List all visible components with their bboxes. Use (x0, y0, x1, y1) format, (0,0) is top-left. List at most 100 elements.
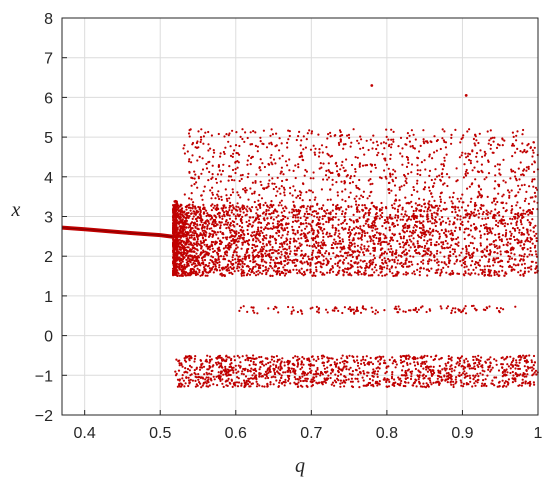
data-point (198, 177, 200, 179)
data-point (193, 215, 195, 217)
data-point (298, 131, 300, 133)
data-point (403, 174, 405, 176)
data-point (519, 362, 521, 364)
data-point (187, 217, 189, 219)
data-point (235, 369, 237, 371)
data-point (412, 256, 414, 258)
data-point (525, 375, 527, 377)
data-point (362, 377, 364, 379)
data-point (494, 180, 496, 182)
data-point (392, 275, 394, 277)
data-point (233, 213, 235, 215)
data-point (211, 245, 213, 247)
data-point (488, 258, 490, 260)
data-point (505, 273, 507, 275)
data-point (188, 132, 190, 134)
data-point (383, 222, 385, 224)
data-point (235, 365, 237, 367)
data-point (322, 239, 324, 241)
data-point (458, 200, 460, 202)
data-point (388, 192, 390, 194)
data-point (410, 378, 412, 380)
data-point (393, 203, 395, 205)
data-point (392, 139, 394, 141)
data-point (509, 177, 511, 179)
data-point (354, 271, 356, 273)
data-point (485, 385, 487, 387)
data-point (399, 243, 401, 245)
data-point (521, 232, 523, 234)
data-point (486, 210, 488, 212)
data-point (294, 250, 296, 252)
data-point (291, 368, 293, 370)
data-point (388, 260, 390, 262)
data-point (431, 217, 433, 219)
data-point (303, 271, 305, 273)
data-point (403, 227, 405, 229)
data-point (301, 250, 303, 252)
data-point (364, 270, 366, 272)
data-point (300, 222, 302, 224)
data-point (528, 271, 530, 273)
data-point (438, 233, 440, 235)
data-point (210, 378, 212, 380)
data-point (191, 212, 193, 214)
data-point (345, 169, 347, 171)
data-point (497, 222, 499, 224)
data-point (196, 142, 198, 144)
data-point (202, 259, 204, 261)
data-point (213, 225, 215, 227)
data-point (314, 148, 316, 150)
data-point (275, 242, 277, 244)
data-point (246, 221, 248, 223)
data-point (426, 274, 428, 276)
data-point (301, 366, 303, 368)
data-point (494, 165, 496, 167)
data-point (272, 275, 274, 277)
data-point (434, 206, 436, 208)
data-point (496, 201, 498, 203)
data-point (289, 259, 291, 261)
data-point (330, 268, 332, 270)
data-point (479, 259, 481, 261)
data-point (304, 233, 306, 235)
data-point (361, 234, 363, 236)
data-point (289, 271, 291, 273)
data-point (243, 274, 245, 276)
data-point (280, 227, 282, 229)
data-point (423, 210, 425, 212)
data-point (241, 226, 243, 228)
data-point (202, 168, 204, 170)
data-point (529, 211, 531, 213)
data-point (227, 222, 229, 224)
data-point (259, 235, 261, 237)
data-point (390, 146, 392, 148)
data-point (339, 168, 341, 170)
data-point (247, 159, 249, 161)
data-point (238, 266, 240, 268)
data-point (315, 236, 317, 238)
data-point (350, 219, 352, 221)
data-point (209, 259, 211, 261)
data-point (322, 215, 324, 217)
data-point (237, 194, 239, 196)
data-point (317, 251, 319, 253)
data-point (243, 379, 245, 381)
data-point (236, 191, 238, 193)
data-point (477, 196, 479, 198)
data-point (515, 204, 517, 206)
data-point (408, 235, 410, 237)
data-point (284, 371, 286, 373)
data-point (289, 192, 291, 194)
data-point (289, 253, 291, 255)
data-point (322, 218, 324, 220)
data-point (441, 176, 443, 178)
data-point (439, 251, 441, 253)
data-point (275, 195, 277, 197)
data-point (287, 231, 289, 233)
data-point (178, 243, 180, 245)
data-point (294, 214, 296, 216)
data-point (296, 366, 298, 368)
data-point (375, 269, 377, 271)
data-point (404, 381, 406, 383)
